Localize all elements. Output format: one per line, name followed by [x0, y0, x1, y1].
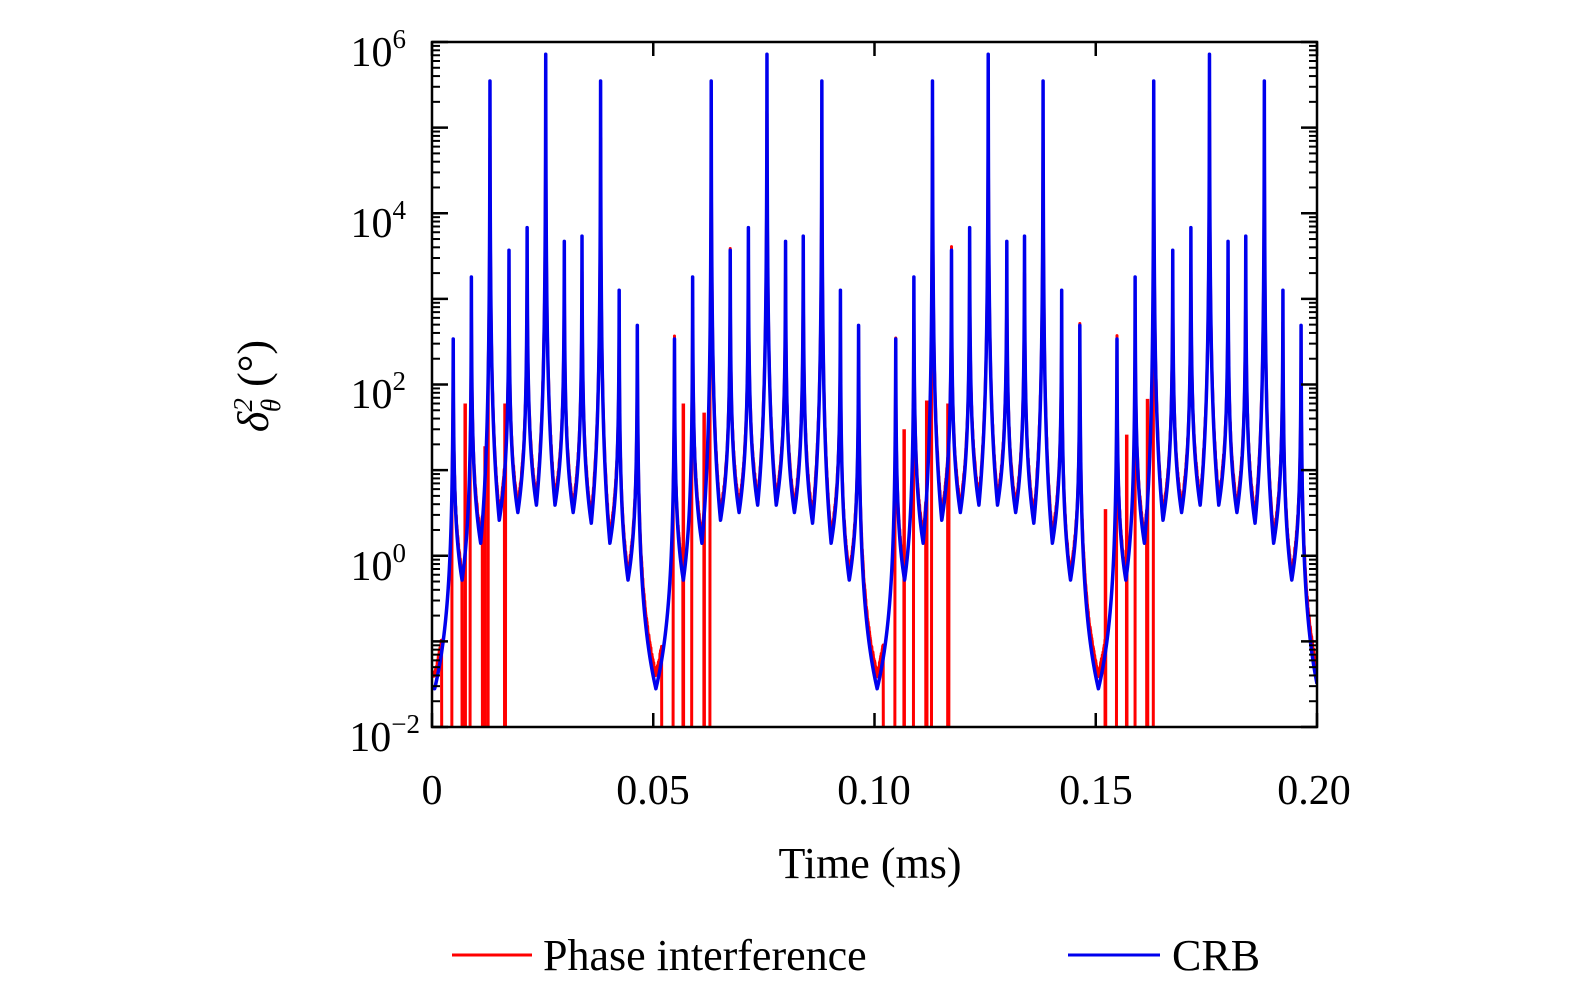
x-tick-label: 0.15 — [1059, 768, 1133, 814]
x-tick-label: 0.10 — [837, 768, 911, 814]
y-tick-label: 106 — [351, 24, 407, 76]
legend-label-phase-interference: Phase interference — [543, 931, 867, 980]
x-tick-label: 0.20 — [1277, 768, 1351, 814]
y-axis-title: δ2θ(°) — [228, 340, 286, 432]
x-axis-title: Time (ms) — [779, 839, 962, 888]
x-tick-label: 0 — [422, 768, 443, 814]
y-tick-label: 10−2 — [349, 709, 420, 761]
plot-frame — [430, 40, 1319, 729]
y-tick-labels: 106 104 102 100 10−2 — [349, 24, 420, 761]
y-tick-label: 100 — [351, 538, 407, 590]
legend: Phase interference CRB — [452, 931, 1260, 980]
plot-area — [432, 52, 1317, 727]
legend-label-crb: CRB — [1172, 931, 1260, 980]
series-line-crb — [432, 52, 1317, 691]
series-line-phase-interference — [432, 108, 1317, 727]
y-tick-label: 104 — [351, 195, 407, 247]
x-tick-labels: 0 0.05 0.10 0.15 0.20 — [422, 768, 1351, 814]
y-tick-label: 102 — [351, 366, 407, 418]
x-tick-label: 0.05 — [616, 768, 690, 814]
